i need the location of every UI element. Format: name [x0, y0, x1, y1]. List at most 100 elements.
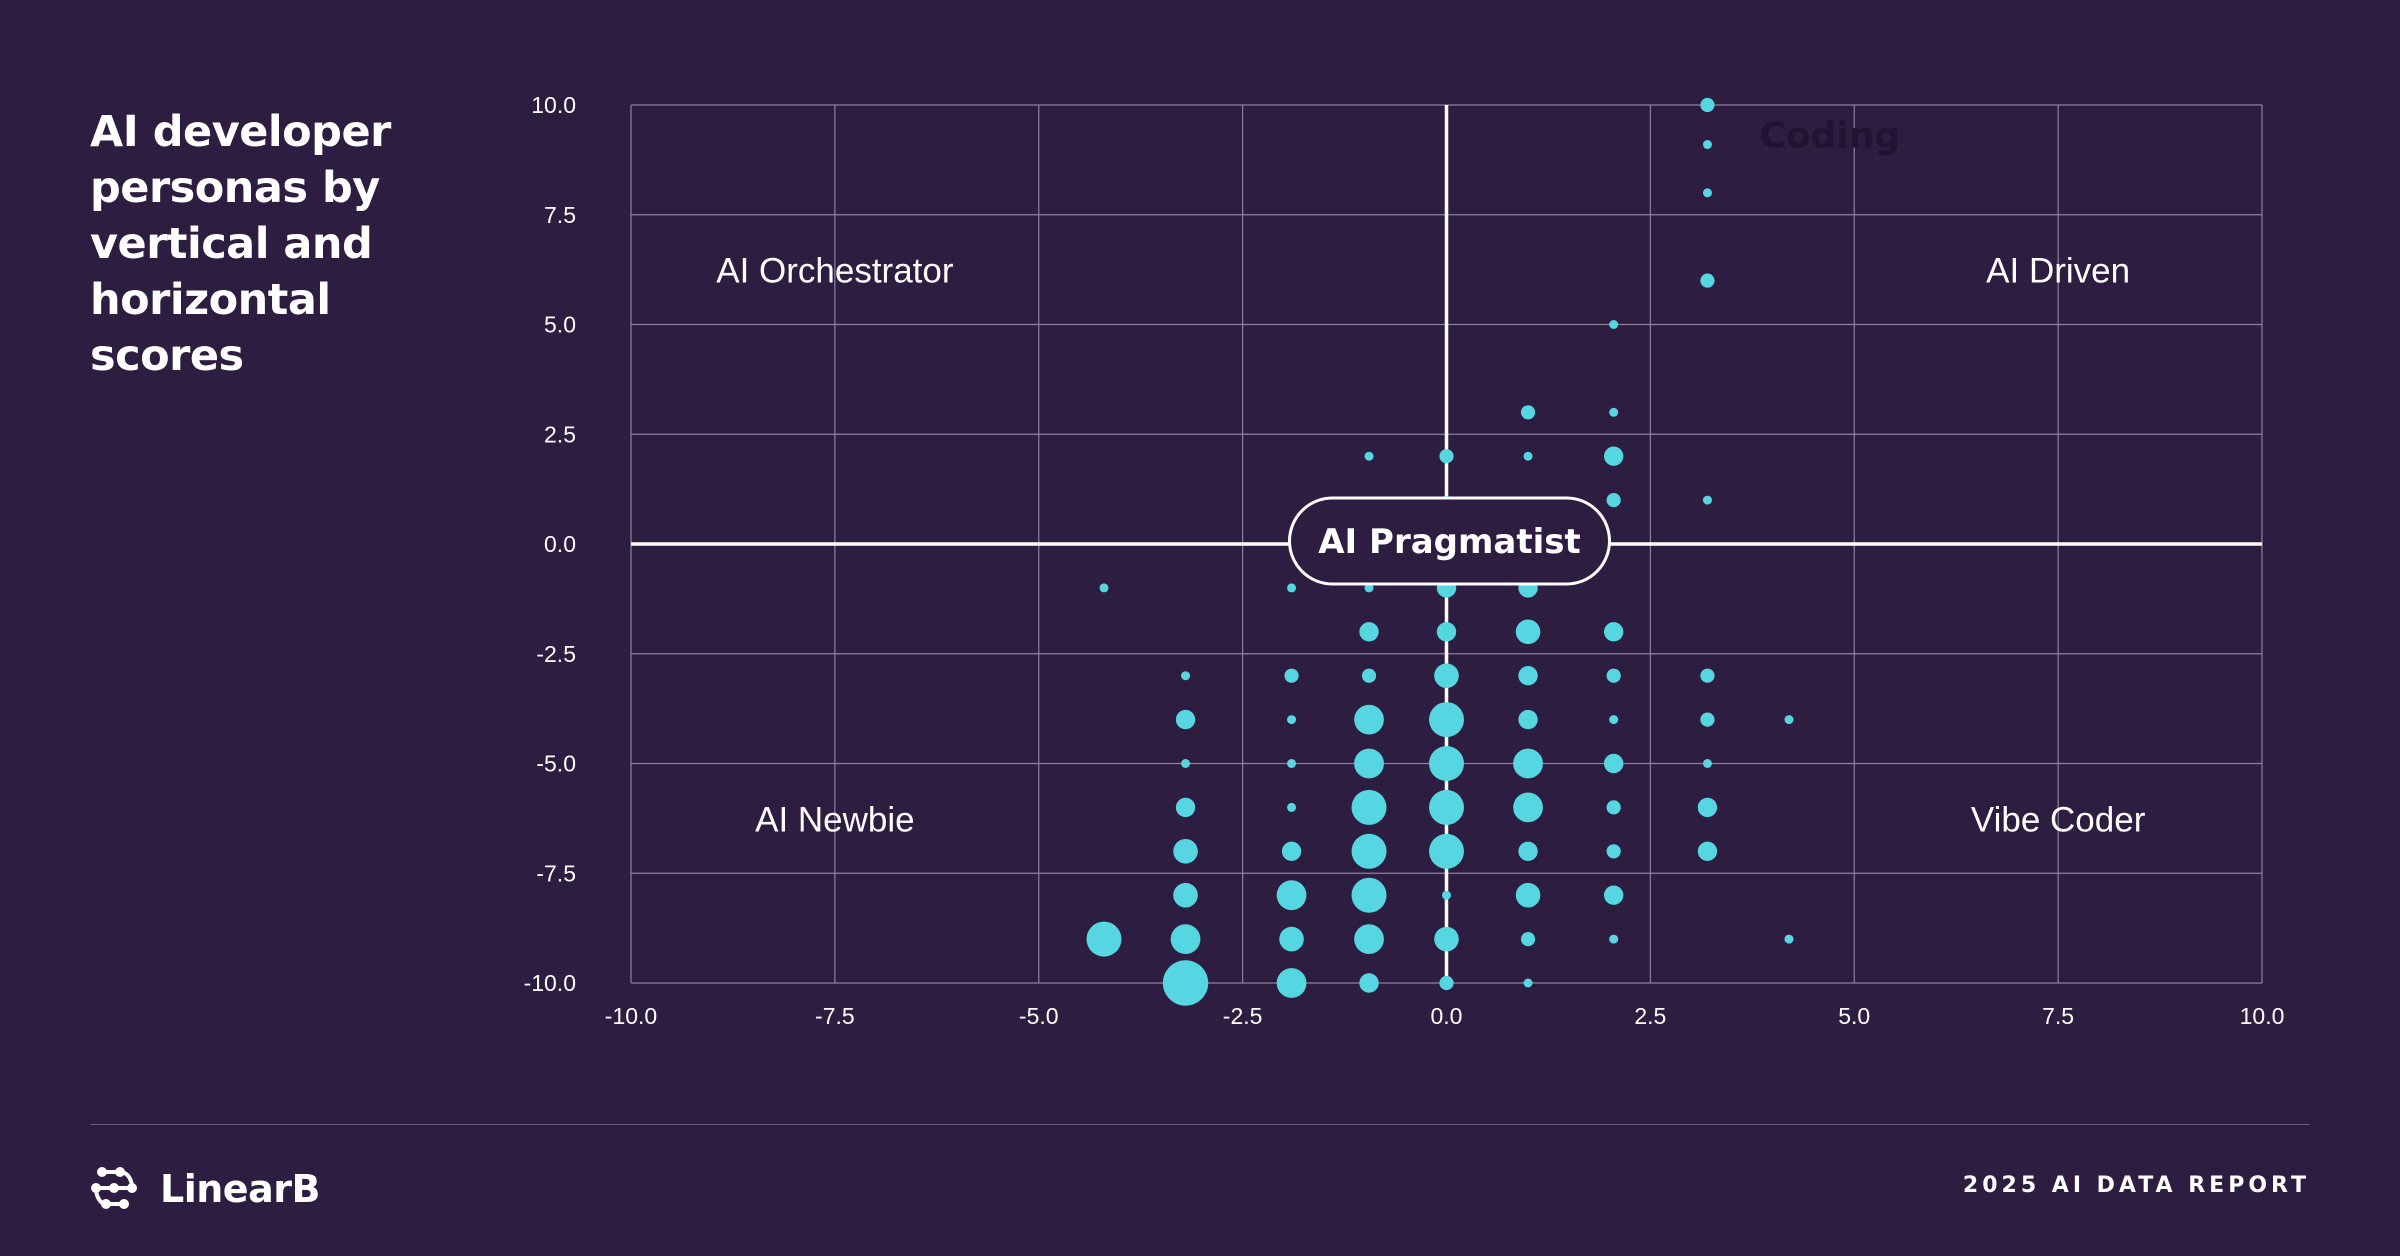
x-tick-label: 5.0	[1838, 1003, 1870, 1029]
data-bubble	[1700, 668, 1715, 683]
y-tick-label: -2.5	[536, 641, 576, 667]
data-bubble	[1609, 715, 1619, 725]
x-tick-label: -7.5	[815, 1003, 855, 1029]
data-bubble	[1364, 583, 1374, 593]
data-bubble	[1518, 841, 1538, 861]
chart-tick-labels: -10.0 -7.5 -5.0 -2.5 0.0 2.5 5.0 7.5 10.0 10.0 7.5…	[524, 92, 2285, 1029]
center-label: AI Pragmatist	[1318, 522, 1581, 562]
data-bubble	[1359, 973, 1379, 993]
quadrant-label: AI Driven	[1986, 252, 2130, 291]
quadrant-labels: AI Orchestrator AI Driven AI Newbie Vibe Co…	[716, 252, 2145, 840]
data-bubble	[1520, 932, 1536, 947]
data-bubble	[1162, 960, 1209, 1006]
data-bubble	[1702, 188, 1712, 198]
data-bubble	[1700, 273, 1715, 288]
data-bubble	[1086, 921, 1122, 957]
data-bubble	[1442, 890, 1451, 900]
data-bubble	[1287, 759, 1297, 768]
y-tick-label: -7.5	[536, 860, 576, 886]
x-tick-label: -2.5	[1223, 1003, 1263, 1029]
data-bubble	[1354, 748, 1384, 779]
data-bubble	[1429, 789, 1464, 825]
center-label-group: AI Pragmatist	[1288, 496, 1611, 586]
data-bubble	[1173, 882, 1198, 908]
data-bubble	[1354, 924, 1384, 954]
data-bubble	[1287, 715, 1297, 725]
data-bubble	[1518, 709, 1538, 730]
data-bubble	[1784, 715, 1794, 725]
data-bubble	[1702, 140, 1712, 150]
data-bubble	[1181, 671, 1191, 681]
data-bubble	[1279, 926, 1304, 952]
data-bubble	[1436, 622, 1457, 642]
data-bubble	[1364, 451, 1374, 461]
data-bubble	[1700, 712, 1715, 727]
data-bubble	[1603, 753, 1624, 774]
data-bubble	[1697, 797, 1718, 818]
data-bubble	[1518, 666, 1538, 686]
data-bubble	[1361, 668, 1377, 683]
data-bubble	[1603, 622, 1624, 642]
data-bubble	[1429, 702, 1464, 738]
y-tick-label: -10.0	[524, 970, 576, 996]
data-bubble	[1513, 748, 1543, 779]
data-bubble	[1702, 759, 1712, 768]
data-bubble	[1603, 885, 1624, 905]
data-bubble	[1276, 880, 1307, 911]
data-bubble	[1287, 802, 1297, 812]
y-tick-label: 0.0	[544, 531, 576, 557]
data-bubble	[1603, 446, 1624, 466]
data-bubble	[1434, 663, 1459, 688]
data-bubble	[1175, 797, 1196, 818]
data-bubble	[1429, 746, 1464, 781]
data-bubble	[1359, 622, 1379, 642]
quadrant-label: AI Newbie	[755, 800, 915, 839]
data-bubble	[1351, 789, 1387, 825]
y-tick-label: 2.5	[544, 421, 576, 447]
data-bubble	[1513, 792, 1543, 823]
page-title: AI developer personas by vertical and ho…	[90, 107, 391, 381]
y-tick-label: 7.5	[544, 202, 576, 228]
data-bubble	[1351, 877, 1387, 913]
report-label: 2025 AI DATA REPORT	[1962, 1173, 2310, 1198]
coding-annotation: Coding	[1759, 116, 1900, 157]
data-bubble	[1515, 619, 1541, 645]
y-tick-label: -5.0	[536, 751, 576, 777]
data-bubble	[1099, 583, 1109, 593]
x-tick-label: 2.5	[1634, 1003, 1666, 1029]
persona-scatter-chart: -10.0 -7.5 -5.0 -2.5 0.0 2.5 5.0 7.5 10.0 10.0 7.5…	[524, 92, 2285, 1029]
chart-annotations: Coding	[1759, 116, 1900, 157]
data-bubble	[1606, 844, 1621, 859]
data-bubble	[1434, 926, 1459, 952]
data-bubble	[1697, 841, 1718, 861]
data-bubble	[1284, 668, 1299, 683]
x-tick-label: -5.0	[1019, 1003, 1059, 1029]
data-bubble	[1429, 833, 1464, 869]
footer-divider	[90, 1124, 2310, 1125]
data-bubble	[1276, 968, 1307, 998]
brand-name: LinearB	[160, 1167, 320, 1211]
data-bubble	[1181, 759, 1191, 768]
data-bubble	[1609, 934, 1619, 944]
x-tick-label: 10.0	[2240, 1003, 2285, 1029]
data-bubble	[1515, 882, 1541, 908]
data-bubble	[1175, 709, 1196, 730]
data-bubble	[1702, 495, 1712, 505]
data-bubble	[1170, 924, 1201, 954]
data-bubble	[1287, 583, 1297, 593]
linearb-logo-icon	[91, 1167, 137, 1209]
x-tick-label: -10.0	[605, 1003, 657, 1029]
quadrant-label: Vibe Coder	[1971, 800, 2146, 839]
data-bubble	[1606, 668, 1621, 683]
chart-bubbles	[1086, 97, 1794, 1006]
data-bubble	[1700, 97, 1715, 113]
data-bubble	[1609, 320, 1619, 329]
x-tick-label: 0.0	[1431, 1003, 1463, 1029]
quadrant-label: AI Orchestrator	[716, 252, 954, 291]
data-bubble	[1523, 451, 1533, 461]
y-tick-label: 10.0	[531, 92, 576, 118]
data-bubble	[1609, 407, 1619, 417]
data-bubble	[1439, 449, 1454, 464]
data-bubble	[1606, 800, 1621, 815]
data-bubble	[1439, 975, 1454, 991]
